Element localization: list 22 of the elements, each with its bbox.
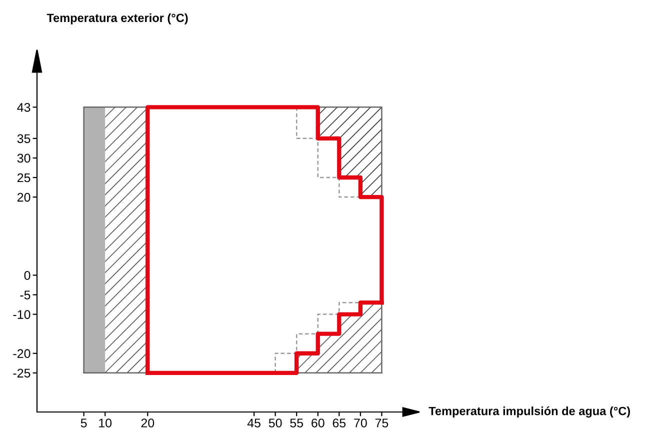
x-tick-label: 20 bbox=[141, 418, 154, 428]
y-tick-label: 20 bbox=[17, 192, 30, 202]
y-tick-label: 30 bbox=[17, 154, 30, 163]
x-tick-label: 65 bbox=[332, 418, 346, 428]
x-tick-label: 60 bbox=[312, 418, 324, 428]
y-tick-label: -20 bbox=[13, 349, 30, 358]
x-tick-label: 55 bbox=[290, 418, 304, 428]
x-tick-label: 50 bbox=[268, 418, 282, 428]
y-tick-label: 35 bbox=[17, 134, 30, 144]
y-tick-label: 43 bbox=[17, 102, 30, 112]
x-tick-label: 10 bbox=[99, 418, 112, 428]
x-axis-title: Temperatura impulsión de agua (°C) bbox=[428, 406, 630, 418]
y-tick-label: -5 bbox=[20, 290, 30, 300]
x-tick-label: 75 bbox=[375, 418, 388, 428]
y-tick-label: 0 bbox=[24, 271, 30, 280]
y-axis-title: Temperatura exterior (°C) bbox=[46, 13, 188, 24]
x-tick-label: 70 bbox=[354, 418, 367, 428]
x-tick-label: 45 bbox=[247, 418, 260, 428]
x-tick-label: 5 bbox=[80, 418, 87, 428]
y-tick-label: -25 bbox=[13, 368, 30, 378]
y-tick-label: 25 bbox=[17, 173, 30, 182]
y-tick-label: -10 bbox=[13, 310, 30, 319]
